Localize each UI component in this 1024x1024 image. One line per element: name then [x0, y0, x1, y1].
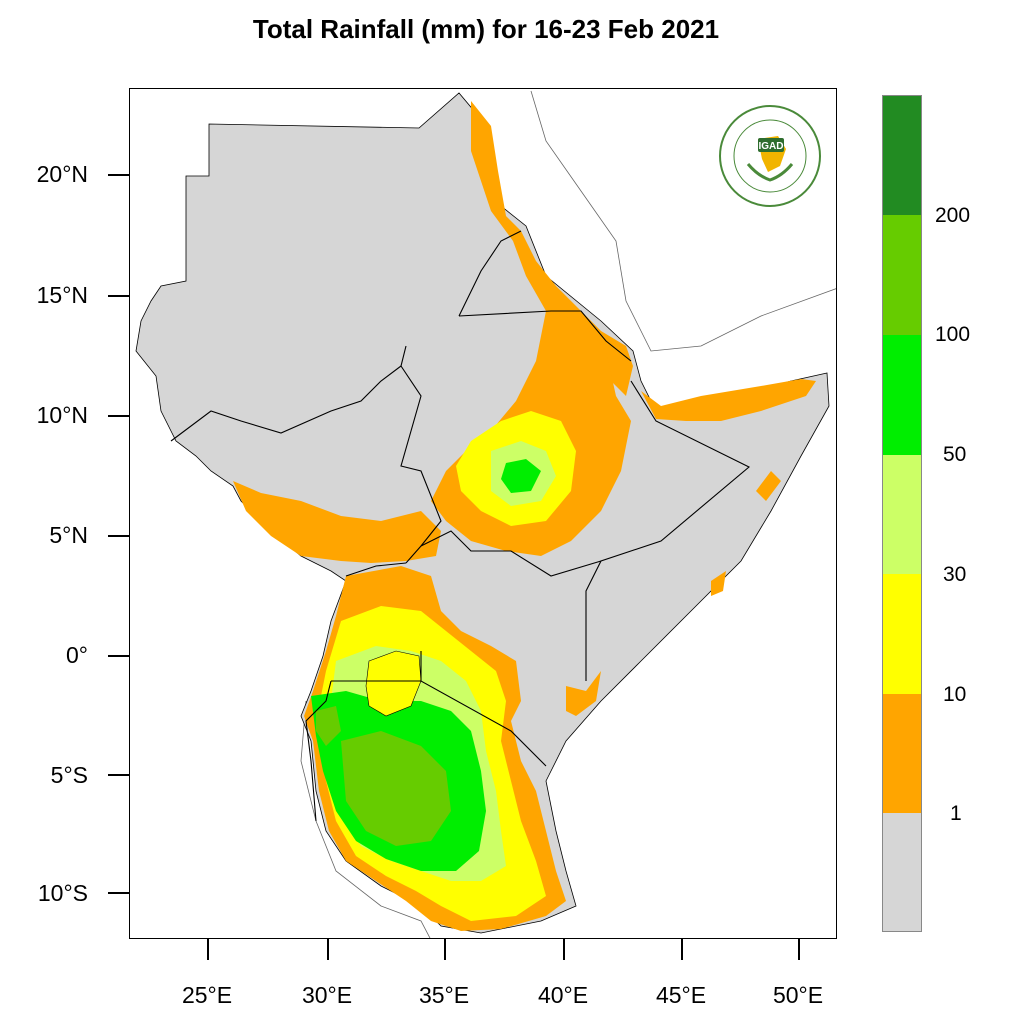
- lon-label-30e: 30°E: [301, 982, 353, 1008]
- colorbar-seg-200plus: [883, 96, 921, 215]
- lon-tick: [207, 939, 209, 960]
- colorbar-label-50: 50: [943, 443, 967, 466]
- lat-label-20n: 20°N: [36, 161, 88, 187]
- colorbar-seg-10-30: [883, 574, 921, 694]
- lat-label-15n: 15°N: [36, 282, 88, 308]
- lat-tick: [108, 415, 129, 417]
- lon-label-45e: 45°E: [655, 982, 707, 1008]
- colorbar-label-100: 100: [935, 323, 971, 346]
- lat-tick: [108, 174, 129, 176]
- lon-tick: [327, 939, 329, 960]
- rainfall-100-200-layer: [316, 706, 451, 846]
- colorbar-seg-30-50: [883, 455, 921, 574]
- lat-tick: [108, 655, 129, 657]
- lon-label-35e: 35°E: [418, 982, 470, 1008]
- rainfall-colorbar: [882, 95, 922, 932]
- lon-tick: [444, 939, 446, 960]
- map-title: Total Rainfall (mm) for 16-23 Feb 2021: [252, 14, 720, 44]
- lat-label-0: 0°: [66, 642, 88, 668]
- colorbar-label-30: 30: [943, 563, 967, 586]
- colorbar-seg-100-200: [883, 215, 921, 335]
- lon-tick: [798, 939, 800, 960]
- igad-emblem: IGAD: [719, 105, 821, 207]
- lon-tick: [563, 939, 565, 960]
- lon-tick: [681, 939, 683, 960]
- lon-label-25e: 25°E: [181, 982, 233, 1008]
- lon-label-50e: 50°E: [772, 982, 824, 1008]
- lat-label-10s: 10°S: [37, 880, 88, 906]
- lat-label-5s: 5°S: [50, 762, 88, 788]
- colorbar-label-10: 10: [943, 683, 967, 706]
- colorbar-seg-50-100: [883, 335, 921, 455]
- igad-logo: IGAD: [718, 104, 822, 208]
- lat-label-10n: 10°N: [36, 402, 88, 428]
- colorbar-label-200: 200: [935, 204, 971, 227]
- lat-tick: [108, 774, 129, 776]
- rainfall-map: [129, 88, 837, 939]
- colorbar-label-1: 1: [950, 802, 962, 825]
- colorbar-seg-1-10: [883, 694, 921, 813]
- country-borders: [170, 230, 750, 822]
- logo-text: IGAD: [759, 141, 784, 152]
- lon-label-40e: 40°E: [537, 982, 589, 1008]
- lat-label-5n: 5°N: [49, 522, 88, 548]
- lat-tick: [108, 295, 129, 297]
- neighbor-border-lines: [530, 90, 836, 352]
- lat-tick: [108, 892, 129, 894]
- west-coast-line: [300, 700, 431, 938]
- lat-tick: [108, 535, 129, 537]
- map-svg: [135, 90, 836, 938]
- colorbar-seg-0-1: [883, 813, 921, 931]
- lake-victoria: [365, 650, 422, 717]
